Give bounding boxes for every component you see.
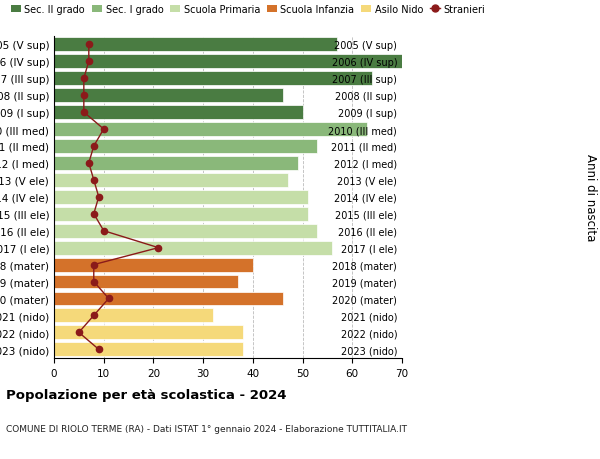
Bar (54, 55, 402, 69)
Bar (54, 157, 298, 170)
Legend: Sec. II grado, Sec. I grado, Scuola Primaria, Scuola Infanzia, Asilo Nido, Stran: Sec. II grado, Sec. I grado, Scuola Prim… (11, 5, 485, 15)
Bar (54, 72, 372, 86)
Bar (54, 292, 283, 306)
Bar (54, 224, 317, 238)
Bar (54, 207, 308, 221)
Bar (54, 123, 367, 137)
Bar (54, 106, 302, 120)
Bar (54, 309, 213, 323)
Bar (54, 89, 283, 103)
Bar (54, 190, 308, 204)
Bar (54, 326, 243, 340)
Text: COMUNE DI RIOLO TERME (RA) - Dati ISTAT 1° gennaio 2024 - Elaborazione TUTTITALI: COMUNE DI RIOLO TERME (RA) - Dati ISTAT … (6, 425, 407, 434)
Bar (54, 140, 317, 154)
Text: Anni di nascita: Anni di nascita (584, 154, 597, 241)
Bar (54, 275, 238, 289)
Bar (54, 342, 243, 357)
Text: Popolazione per età scolastica - 2024: Popolazione per età scolastica - 2024 (6, 388, 287, 401)
Bar (54, 174, 287, 187)
Bar (54, 38, 337, 52)
Bar (54, 258, 253, 272)
Bar (54, 241, 332, 255)
